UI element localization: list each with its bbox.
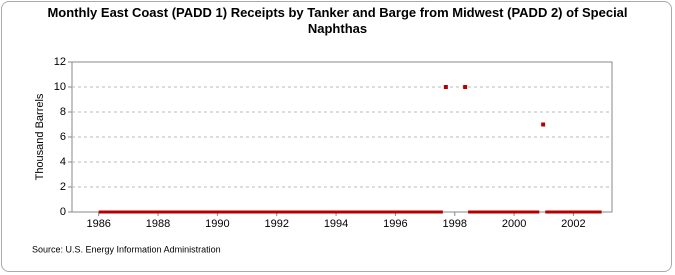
chart-title: Monthly East Coast (PADD 1) Receipts by …	[47, 5, 628, 36]
x-tick-label: 2002	[561, 218, 585, 230]
data-point	[463, 85, 468, 89]
y-tick-label: 12	[54, 56, 66, 68]
x-tick-label: 1988	[146, 218, 170, 230]
source-note: Source: U.S. Energy Information Administ…	[32, 244, 221, 254]
y-tick-label: 10	[54, 81, 66, 93]
y-tick-label: 8	[60, 106, 66, 118]
y-tick-label: 4	[60, 156, 66, 168]
x-tick-label: 1998	[443, 218, 467, 230]
data-point	[443, 85, 448, 89]
x-tick-label: 1992	[264, 218, 288, 230]
x-tick-label: 1990	[205, 218, 229, 230]
data-point	[541, 122, 546, 127]
chart-frame	[1, 1, 672, 272]
y-tick-label: 0	[60, 206, 66, 218]
x-tick-label: 1994	[324, 218, 348, 230]
x-tick-label: 1986	[86, 218, 110, 230]
y-axis-label: Thousand Barrels	[34, 93, 46, 180]
x-tick-label: 2000	[502, 218, 526, 230]
y-tick-label: 2	[60, 181, 66, 193]
x-tick-label: 1996	[383, 218, 407, 230]
y-tick-label: 6	[60, 131, 66, 143]
